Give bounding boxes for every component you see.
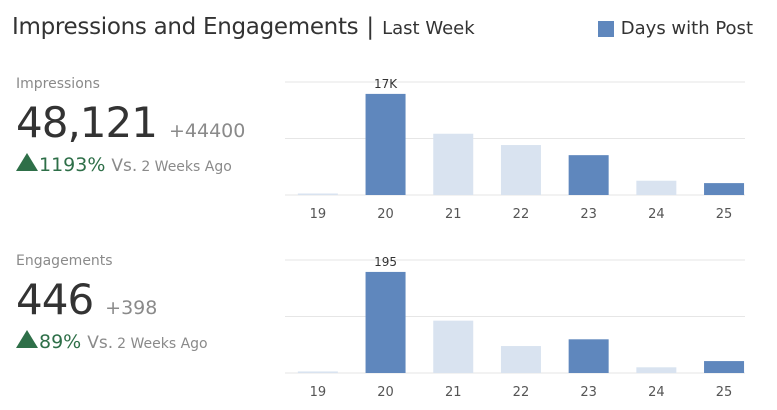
data-label: 195 bbox=[374, 255, 397, 269]
x-tick-label: 23 bbox=[580, 207, 597, 222]
bar-day-23[interactable] bbox=[568, 339, 609, 373]
data-label: 17K bbox=[374, 77, 398, 91]
page-title: Impressions and Engagements bbox=[12, 14, 359, 40]
x-tick-label: 25 bbox=[716, 207, 733, 222]
bar-day-22[interactable] bbox=[500, 145, 541, 195]
x-tick-label: 20 bbox=[377, 207, 394, 222]
x-tick-label: 19 bbox=[310, 385, 327, 400]
legend: Days with Post bbox=[597, 18, 753, 39]
x-tick-label: 23 bbox=[580, 385, 597, 400]
value-row: 48,121 +44400 bbox=[16, 98, 245, 147]
change-percent: 1193% bbox=[39, 154, 106, 176]
bar-day-20[interactable] bbox=[365, 93, 406, 195]
impressions-metric: Impressions 48,121 +44400 1193% Vs. 2 We… bbox=[16, 76, 245, 176]
header: Impressions and Engagements | Last Week bbox=[12, 14, 475, 48]
x-tick-label: 21 bbox=[445, 385, 462, 400]
bar-day-24[interactable] bbox=[636, 180, 677, 195]
bar-day-19[interactable] bbox=[297, 193, 338, 196]
vs-label: Vs. bbox=[111, 156, 138, 176]
metric-value: 446 bbox=[16, 275, 94, 324]
x-tick-label: 22 bbox=[513, 385, 530, 400]
x-tick-label: 24 bbox=[648, 207, 665, 222]
metric-label: Impressions bbox=[16, 76, 100, 92]
bar-day-24[interactable] bbox=[636, 367, 677, 373]
bar-day-21[interactable] bbox=[433, 320, 474, 373]
legend-label: Days with Post bbox=[620, 18, 753, 39]
metric-delta: +44400 bbox=[168, 120, 246, 142]
bar-day-25[interactable] bbox=[704, 361, 745, 373]
x-tick-label: 20 bbox=[377, 385, 394, 400]
triangle-up-icon bbox=[16, 330, 38, 348]
change-percent: 89% bbox=[39, 331, 82, 353]
x-tick-label: 22 bbox=[513, 207, 530, 222]
comparison-period: 2 Weeks Ago bbox=[141, 159, 232, 175]
x-tick-label: 19 bbox=[310, 207, 327, 222]
bar-day-23[interactable] bbox=[568, 155, 609, 195]
engagements-metric: Engagements 446 +398 89% Vs. 2 Weeks Ago bbox=[16, 253, 208, 353]
value-row: 446 +398 bbox=[16, 275, 208, 324]
title-separator: | bbox=[366, 14, 375, 40]
engagements-bar-chart: 19 20 195 21 22 23 24 25 bbox=[285, 255, 745, 400]
vs-label: Vs. bbox=[87, 333, 114, 353]
bar-day-25[interactable] bbox=[704, 183, 745, 195]
bar-day-19[interactable] bbox=[297, 371, 338, 373]
impressions-bar-chart: 19 20 17K 21 22 23 24 25 bbox=[285, 77, 745, 222]
bar-day-22[interactable] bbox=[500, 346, 541, 373]
metric-value: 48,121 bbox=[16, 98, 158, 147]
change-row: 89% Vs. 2 Weeks Ago bbox=[16, 330, 208, 353]
x-tick-label: 24 bbox=[648, 385, 665, 400]
bar-day-20[interactable] bbox=[365, 271, 406, 373]
period-subtitle: Last Week bbox=[382, 18, 475, 39]
change-row: 1193% Vs. 2 Weeks Ago bbox=[16, 153, 245, 176]
legend-swatch bbox=[597, 20, 614, 37]
metric-delta: +398 bbox=[105, 297, 158, 319]
metric-label: Engagements bbox=[16, 253, 113, 269]
x-tick-label: 25 bbox=[716, 385, 733, 400]
x-tick-label: 21 bbox=[445, 207, 462, 222]
bar-day-21[interactable] bbox=[433, 133, 474, 195]
comparison-period: 2 Weeks Ago bbox=[117, 336, 208, 352]
triangle-up-icon bbox=[16, 153, 38, 171]
